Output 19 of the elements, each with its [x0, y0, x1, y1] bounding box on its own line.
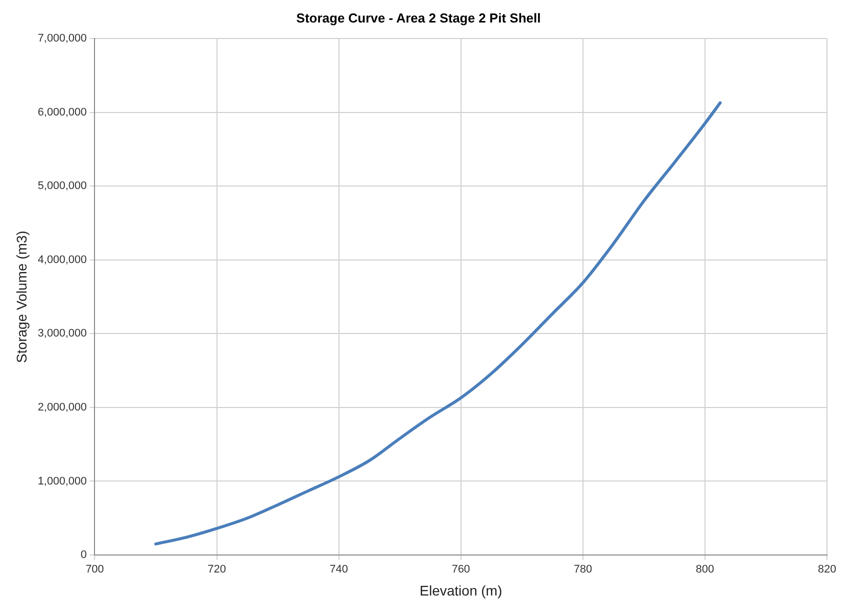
y-tick-label: 5,000,000 [38, 180, 87, 192]
x-tick-label: 740 [330, 564, 348, 576]
x-tick-label: 800 [696, 564, 714, 576]
y-axis-title: Storage Volume (m3) [13, 230, 30, 363]
x-tick-label: 780 [574, 564, 592, 576]
y-tick-label: 6,000,000 [38, 106, 87, 118]
chart-title: Storage Curve - Area 2 Stage 2 Pit Shell [296, 10, 541, 26]
x-tick-label: 720 [208, 564, 226, 576]
y-tick-label: 4,000,000 [38, 254, 87, 266]
y-tick-label: 2,000,000 [38, 401, 87, 414]
line-series [154, 101, 722, 546]
y-tick-label: 7,000,000 [38, 32, 87, 45]
x-tick-label: 760 [452, 564, 470, 576]
x-tick-label: 700 [86, 564, 104, 576]
x-tick-label: 820 [818, 564, 836, 576]
y-tick-label: 3,000,000 [38, 328, 87, 340]
x-axis-title: Elevation (m) [420, 582, 502, 598]
y-tick-label: 1,000,000 [38, 475, 87, 488]
y-tick-label: 0 [80, 549, 87, 562]
